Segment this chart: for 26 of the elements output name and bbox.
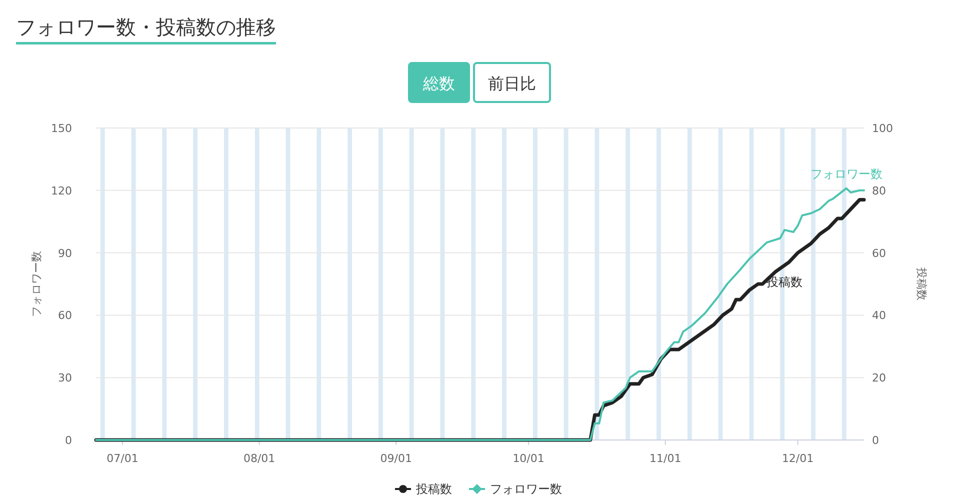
x-tick-label: 09/01 (380, 452, 412, 465)
y2-tick-label: 20 (872, 372, 886, 385)
y-tick-label: 150 (51, 122, 72, 135)
x-tick-label: 10/01 (512, 452, 544, 465)
y2-tick-label: 100 (872, 122, 893, 135)
x-tick-label: 07/01 (106, 452, 138, 465)
y2-tick-label: 80 (872, 184, 886, 198)
x-tick-label: 12/01 (782, 452, 814, 465)
legend-label: 投稿数 (415, 482, 452, 496)
text: 総数 (422, 74, 455, 93)
text: 前日比 (488, 74, 536, 93)
y-tick-label: 0 (65, 434, 72, 447)
y-tick-label: 90 (58, 246, 72, 260)
y-tick-label: 120 (51, 184, 72, 198)
annotation: フォロワー数 (810, 166, 882, 181)
y-tick-label: 60 (58, 309, 72, 322)
x-tick-label: 11/01 (650, 452, 682, 465)
chart-title: フォロワー数・投稿数の推移 (16, 15, 276, 39)
y-axis-title: フォロワー数 (30, 251, 43, 317)
y2-tick-label: 60 (872, 246, 886, 260)
y2-tick-label: 40 (872, 309, 886, 322)
legend-label: フォロワー数 (490, 482, 562, 496)
y2-tick-label: 0 (872, 434, 879, 447)
y-tick-label: 30 (58, 372, 72, 385)
y2-axis-title: 投稿数 (915, 266, 928, 300)
x-tick-label: 08/01 (243, 452, 276, 465)
